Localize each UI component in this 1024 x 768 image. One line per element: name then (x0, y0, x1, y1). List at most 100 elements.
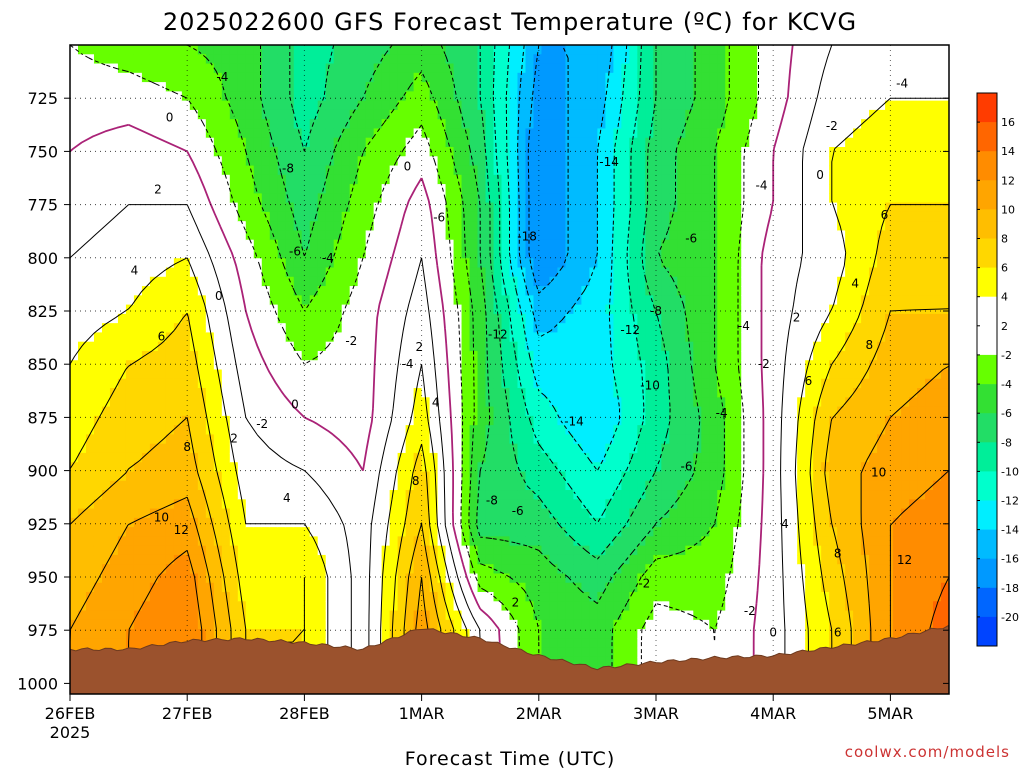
heat-cell (157, 63, 167, 74)
heat-cell (629, 610, 638, 621)
heat-cell (157, 146, 167, 157)
heat-cell (581, 452, 591, 463)
heat-cell (525, 323, 535, 334)
heat-cell (621, 193, 630, 204)
heat-cell (525, 267, 535, 278)
heat-cell (365, 128, 375, 139)
heat-cell (349, 72, 359, 83)
heat-cell (173, 425, 183, 435)
heat-cell (349, 415, 359, 426)
heat-cell (397, 452, 407, 463)
heat-cell (605, 82, 614, 92)
heat-cell (141, 156, 151, 167)
heat-cell (589, 638, 598, 649)
heat-cell (509, 462, 519, 473)
heat-cell (533, 341, 543, 352)
heat-cell (93, 629, 103, 639)
heat-cell (149, 72, 159, 83)
heat-cell (549, 610, 559, 621)
heat-cell (197, 211, 207, 222)
heat-cell (309, 165, 319, 176)
heat-cell (557, 54, 567, 65)
heat-cell (381, 174, 391, 185)
heat-cell (341, 54, 351, 65)
heat-cell (581, 406, 591, 417)
heat-cell (589, 536, 598, 547)
heat-cell (357, 462, 367, 473)
heat-cell (501, 360, 511, 371)
heat-cell (317, 517, 327, 528)
heat-cell (221, 378, 231, 389)
heat-cell (381, 119, 391, 130)
heat-cell (325, 554, 335, 565)
heat-cell (429, 434, 439, 445)
heat-cell (517, 109, 527, 120)
heat-cell (333, 119, 343, 130)
heat-cell (389, 517, 399, 528)
heat-cell (421, 100, 431, 111)
heat-cell (109, 397, 119, 408)
heat-cell (397, 137, 407, 148)
heat-cell (525, 536, 535, 547)
heat-cell (437, 341, 447, 352)
heat-cell (589, 323, 598, 334)
heat-cell (117, 72, 127, 83)
heat-cell (389, 221, 399, 232)
heat-cell (461, 165, 471, 176)
heat-cell (101, 369, 111, 380)
heat-cell (109, 295, 119, 306)
heat-cell (349, 425, 359, 435)
heat-cell (541, 443, 551, 454)
heat-cell (77, 360, 87, 371)
heat-cell (629, 54, 638, 65)
heat-cell (485, 360, 495, 371)
heat-cell (621, 202, 630, 213)
heat-cell (117, 360, 127, 371)
heat-cell (229, 109, 239, 120)
heat-cell (637, 109, 646, 120)
heat-cell (469, 313, 479, 324)
heat-cell (70, 63, 79, 74)
heat-cell (197, 45, 207, 55)
heat-cell (109, 527, 119, 537)
heat-cell (429, 508, 439, 519)
heat-cell (549, 480, 559, 491)
heat-cell (581, 471, 591, 482)
heat-cell (461, 341, 471, 352)
heat-cell (93, 267, 103, 278)
heat-cell (461, 72, 471, 83)
heat-cell (341, 397, 351, 408)
heat-cell (341, 323, 351, 334)
heat-cell (437, 45, 447, 55)
heat-cell (309, 350, 319, 361)
heat-cell (117, 610, 127, 621)
heat-cell (221, 323, 231, 334)
heat-cell (509, 295, 519, 306)
heat-cell (621, 304, 630, 315)
heat-cell (77, 230, 87, 241)
heat-cell (349, 573, 359, 584)
heat-cell (189, 193, 199, 204)
heat-cell (525, 91, 535, 102)
heat-cell (245, 193, 255, 204)
heat-cell (213, 629, 223, 639)
heat-cell (597, 54, 606, 65)
heat-cell (405, 45, 415, 55)
heat-cell (349, 471, 359, 482)
heat-cell (285, 109, 295, 120)
heat-cell (165, 211, 175, 222)
heat-cell (245, 443, 255, 454)
heat-cell (365, 313, 375, 324)
heat-cell (277, 174, 287, 185)
heat-cell (173, 323, 183, 334)
heat-cell (477, 82, 487, 92)
heat-cell (85, 545, 95, 556)
heat-cell (413, 304, 423, 315)
heat-cell (509, 91, 519, 102)
heat-cell (605, 517, 614, 528)
heat-cell (325, 452, 335, 463)
heat-cell (93, 119, 103, 130)
heat-cell (109, 156, 119, 167)
heat-cell (565, 239, 575, 250)
heat-cell (333, 276, 343, 287)
